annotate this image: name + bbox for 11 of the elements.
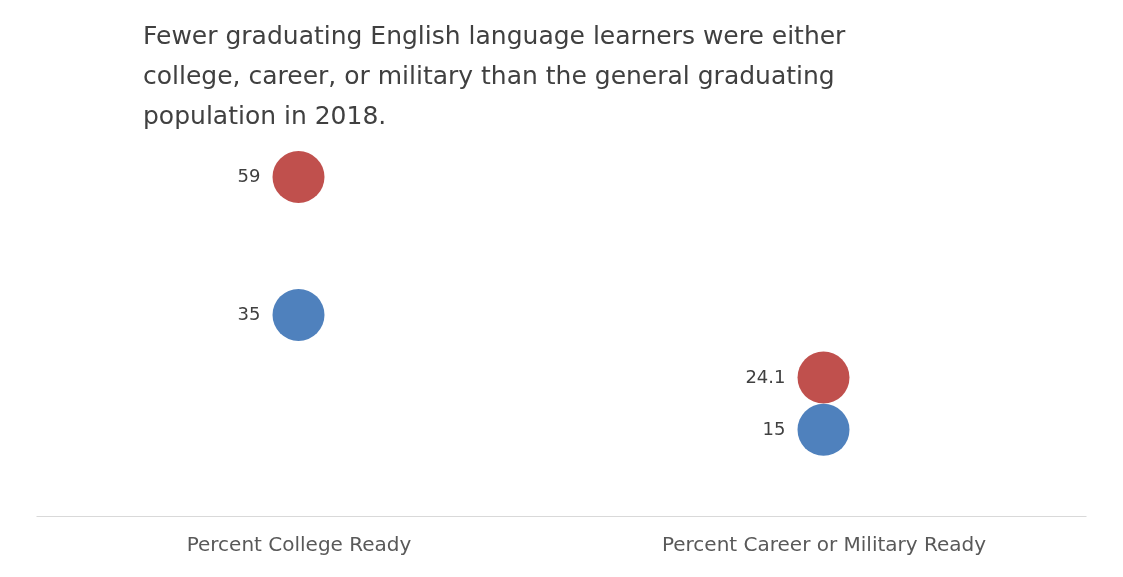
point (272, 288, 325, 341)
data-label: 59 (237, 165, 261, 186)
chart-title: Fewer graduating English language learners were either college, career, or military than the general graduating population in 2018. (143, 21, 847, 131)
data-label: 35 (237, 302, 261, 324)
point (272, 151, 325, 203)
x-tick-label: Percent College Ready (186, 531, 412, 556)
data-label: 24.1 (745, 365, 786, 387)
x-tick-label: Percent Career or Military Ready (661, 531, 987, 556)
point (797, 351, 850, 404)
point (797, 403, 850, 456)
data-label: 15 (762, 417, 786, 439)
